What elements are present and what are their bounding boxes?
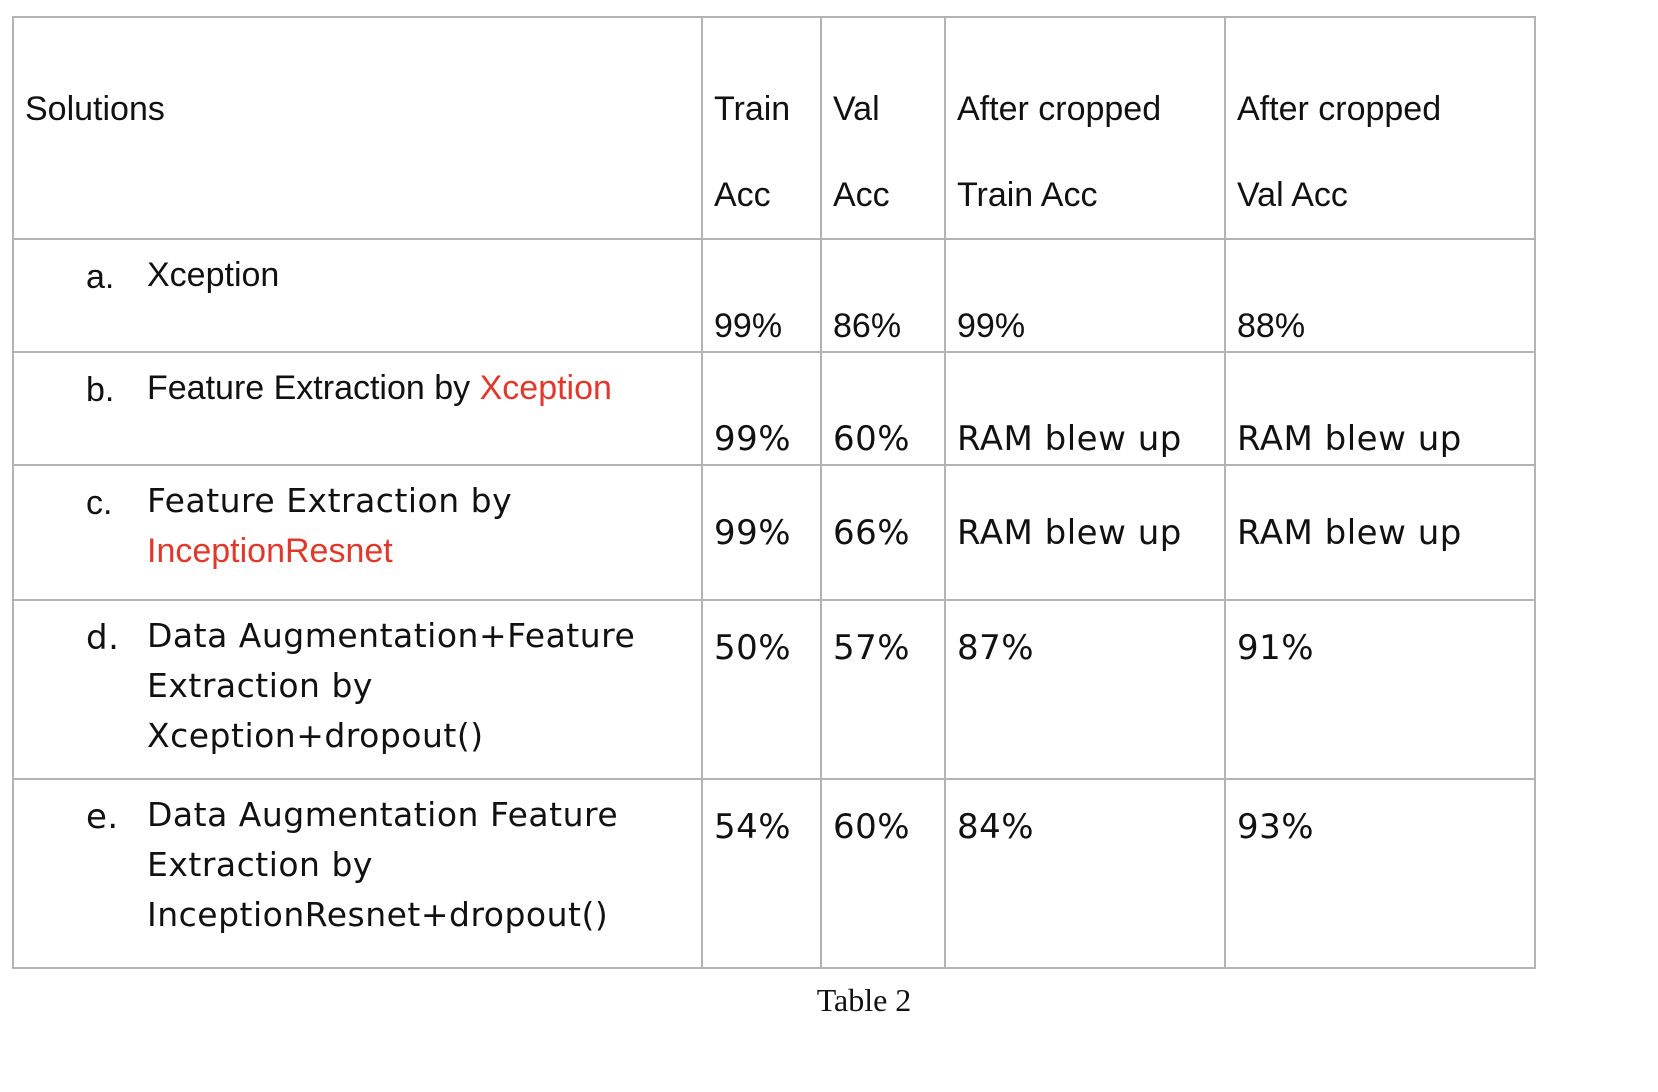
- header-train-acc: Train Acc: [701, 16, 822, 240]
- solution-part: Xception: [147, 256, 280, 294]
- cropped-val-acc-cell: 88%: [1224, 238, 1536, 353]
- solution-cell: a. Xception: [12, 238, 703, 353]
- cropped-val-acc-cell: RAM blew up: [1224, 464, 1536, 601]
- cropped-val-acc-cell: 93%: [1224, 778, 1536, 969]
- solution-line: Extraction by: [147, 666, 373, 705]
- train-acc-cell: 54%: [701, 778, 822, 969]
- cropped-val-acc-cell: RAM blew up: [1224, 351, 1536, 466]
- header-cropped-val-acc: After cropped Val Acc: [1224, 16, 1536, 240]
- solution-cell: e. Data Augmentation Feature Extraction …: [12, 778, 703, 969]
- header-solutions: Solutions: [12, 16, 703, 240]
- solution-text: Feature Extraction by InceptionResnet: [147, 476, 701, 576]
- highlighted-model-name: InceptionResnet: [147, 532, 393, 570]
- solution-line: Xception+dropout(): [147, 716, 484, 755]
- cropped-train-acc-cell: 99%: [944, 238, 1226, 353]
- solution-line: Data Augmentation Feature: [147, 795, 619, 834]
- solution-text: Xception: [147, 250, 701, 300]
- train-acc-cell: 99%: [701, 238, 822, 353]
- cropped-train-acc-cell: RAM blew up: [944, 464, 1226, 601]
- header-row: Solutions Train Acc Val Acc After croppe…: [12, 16, 1536, 240]
- solution-part: Feature Extraction by: [147, 369, 480, 407]
- list-marker: d.: [86, 618, 120, 658]
- train-acc-cell: 99%: [701, 464, 822, 601]
- cropped-train-acc-cell: 87%: [944, 599, 1226, 780]
- solution-line: InceptionResnet+dropout(): [147, 895, 609, 934]
- header-val-acc: Val Acc: [820, 16, 946, 240]
- cropped-train-acc-cell: RAM blew up: [944, 351, 1226, 466]
- train-acc-cell: 99%: [701, 351, 822, 466]
- cropped-val-acc-cell: 91%: [1224, 599, 1536, 780]
- solution-text: Data Augmentation+Feature Extraction by …: [147, 611, 701, 761]
- cropped-train-acc-cell: 84%: [944, 778, 1226, 969]
- val-acc-cell: 86%: [820, 238, 946, 353]
- list-marker: c.: [86, 484, 113, 522]
- list-marker: a.: [86, 258, 115, 296]
- solution-line: Extraction by: [147, 845, 373, 884]
- solution-text: Data Augmentation Feature Extraction by …: [147, 790, 701, 940]
- list-marker: e.: [86, 797, 119, 837]
- table-row: c. Feature Extraction by InceptionResnet…: [12, 464, 1536, 601]
- table-caption: Table 2: [816, 982, 912, 1018]
- table-row: d. Data Augmentation+Feature Extraction …: [12, 599, 1536, 780]
- train-acc-cell: 50%: [701, 599, 822, 780]
- solution-cell: d. Data Augmentation+Feature Extraction …: [12, 599, 703, 780]
- val-acc-cell: 66%: [820, 464, 946, 601]
- solution-line: Data Augmentation+Feature: [147, 616, 636, 655]
- solution-cell: c. Feature Extraction by InceptionResnet: [12, 464, 703, 601]
- table-row: a. Xception 99% 86% 99% 88%: [12, 238, 1536, 353]
- solution-text: Feature Extraction by Xception: [147, 363, 701, 413]
- solution-cell: b. Feature Extraction by Xception: [12, 351, 703, 466]
- header-cropped-train-acc: After cropped Train Acc: [944, 16, 1226, 240]
- val-acc-cell: 60%: [820, 778, 946, 969]
- val-acc-cell: 57%: [820, 599, 946, 780]
- table-row: e. Data Augmentation Feature Extraction …: [12, 778, 1536, 969]
- val-acc-cell: 60%: [820, 351, 946, 466]
- list-marker: b.: [86, 371, 115, 409]
- results-table: Solutions Train Acc Val Acc After croppe…: [12, 16, 1536, 969]
- highlighted-model-name: Xception: [479, 369, 612, 407]
- solution-part: Feature Extraction by: [147, 481, 513, 520]
- table-row: b. Feature Extraction by Xception 99% 60…: [12, 351, 1536, 466]
